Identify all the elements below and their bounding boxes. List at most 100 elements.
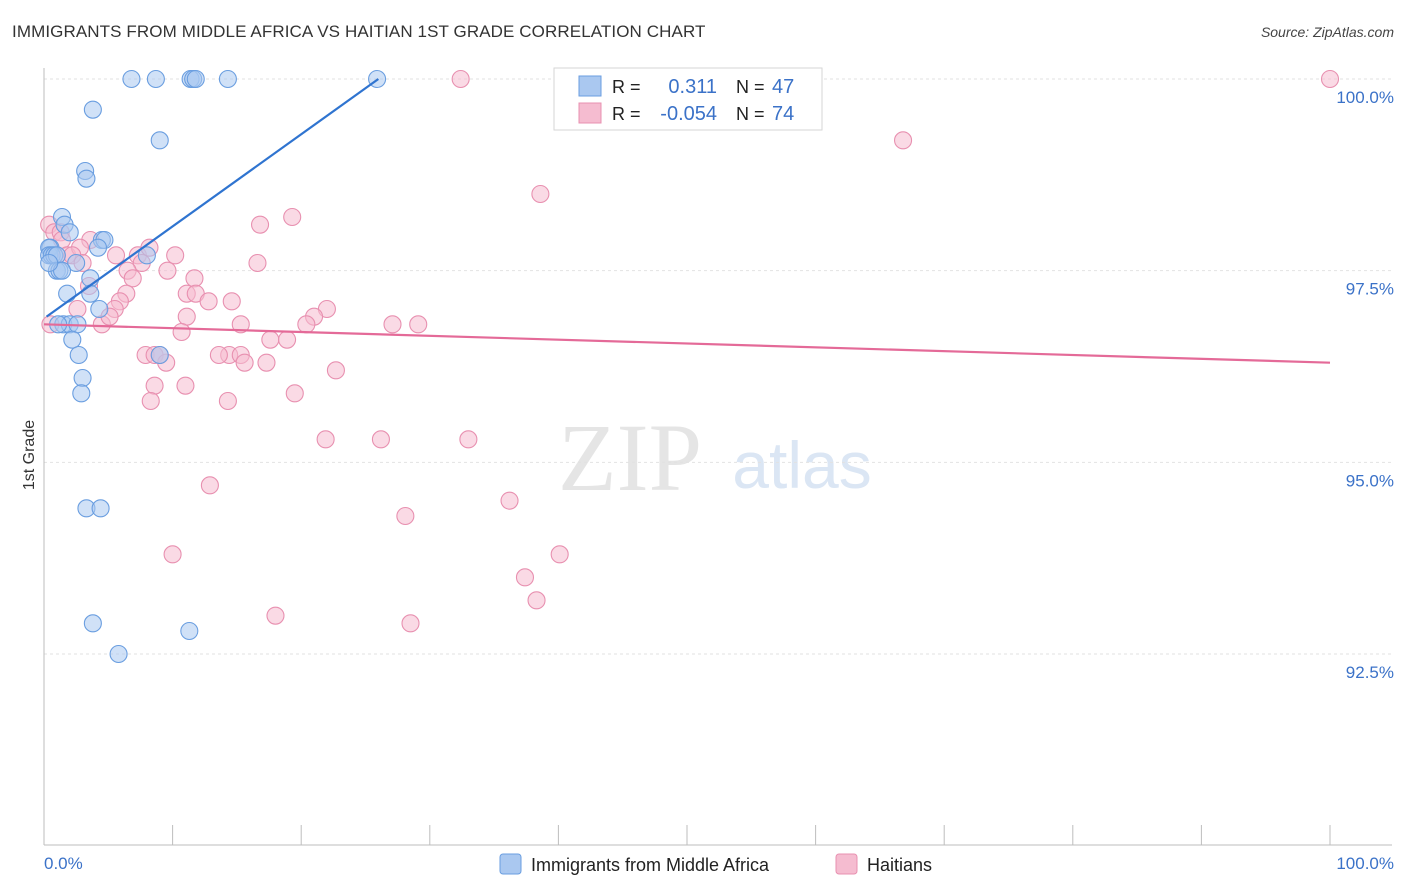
y-tick-label: 92.5%: [1346, 663, 1394, 682]
middle-africa-point[interactable]: [83, 100, 102, 119]
y-tick-labels: 92.5% 95.0% 97.5% 100.0%: [1336, 88, 1394, 682]
middle-africa-trend-line: [45, 78, 380, 318]
chart-title: IMMIGRANTS FROM MIDDLE AFRICA VS HAITIAN…: [12, 22, 706, 41]
middle-africa-point[interactable]: [109, 644, 128, 664]
middle-africa-point[interactable]: [60, 223, 79, 242]
middle-africa-point[interactable]: [150, 345, 169, 365]
haitians-point[interactable]: [231, 315, 250, 334]
haitians-point[interactable]: [326, 361, 345, 380]
haitians-point[interactable]: [401, 614, 420, 633]
series-legend-label-pink[interactable]: Haitians: [867, 855, 932, 875]
legend-n-label-1: N =: [736, 77, 765, 97]
haitians-point[interactable]: [893, 131, 913, 150]
haitians-point[interactable]: [123, 269, 142, 288]
haitians-point[interactable]: [199, 292, 218, 311]
watermark-atlas: atlas: [732, 428, 871, 502]
series-legend: Immigrants from Middle Africa Haitians: [499, 853, 932, 875]
haitians-point[interactable]: [176, 376, 195, 395]
middle-africa-point[interactable]: [73, 368, 92, 388]
middle-africa-point[interactable]: [146, 69, 165, 89]
legend-n-value-2: 74: [772, 103, 794, 125]
haitians-point[interactable]: [266, 606, 285, 625]
middle-africa-point[interactable]: [40, 253, 59, 273]
haitians-point[interactable]: [1320, 69, 1340, 89]
haitians-point[interactable]: [459, 430, 478, 449]
middle-africa-point[interactable]: [77, 169, 96, 188]
x-ticks: [172, 825, 1331, 845]
haitians-point[interactable]: [218, 391, 237, 411]
haitians-point[interactable]: [222, 292, 241, 311]
middle-africa-point[interactable]: [137, 246, 156, 265]
y-tick-label: 95.0%: [1346, 471, 1394, 490]
haitians-point[interactable]: [515, 568, 535, 587]
haitians-point[interactable]: [451, 69, 470, 89]
middle-africa-point[interactable]: [63, 330, 82, 349]
series-legend-swatch-blue[interactable]: [499, 853, 522, 875]
haitians-point[interactable]: [396, 506, 415, 526]
haitians-point[interactable]: [248, 253, 267, 273]
legend-n-label-2: N =: [736, 104, 765, 124]
haitians-point[interactable]: [145, 376, 164, 395]
haitians-point[interactable]: [172, 322, 191, 342]
legend-r-label-1: R =: [612, 77, 641, 97]
trend-lines: [43, 78, 1331, 364]
haitians-point[interactable]: [250, 215, 270, 234]
haitians-point[interactable]: [235, 353, 254, 372]
legend-n-value-1: 47: [772, 76, 794, 98]
haitians-point[interactable]: [527, 591, 546, 610]
x-tick-label-min: 0.0%: [44, 854, 83, 873]
haitians-point[interactable]: [316, 430, 335, 449]
legend-swatch-blue: [578, 75, 602, 97]
x-tick-label-max: 100.0%: [1336, 854, 1394, 873]
middle-africa-point[interactable]: [122, 69, 141, 89]
haitians-point[interactable]: [209, 345, 228, 365]
haitians-point[interactable]: [158, 261, 177, 280]
haitians-point[interactable]: [166, 246, 185, 265]
middle-africa-point[interactable]: [150, 131, 169, 150]
middle-africa-point[interactable]: [180, 621, 199, 641]
haitians-point[interactable]: [68, 299, 87, 319]
middle-africa-point[interactable]: [83, 614, 102, 633]
haitians-point[interactable]: [163, 545, 182, 564]
haitians-point[interactable]: [285, 384, 304, 403]
legend-r-value-1: 0.311: [668, 76, 717, 98]
middle-africa-point[interactable]: [91, 499, 110, 518]
y-tick-label: 100.0%: [1336, 88, 1394, 107]
y-tick-label: 97.5%: [1346, 280, 1394, 299]
haitians-point[interactable]: [371, 430, 390, 449]
haitians-point[interactable]: [383, 315, 402, 334]
haitians-point[interactable]: [550, 545, 569, 564]
haitians-point[interactable]: [297, 315, 316, 334]
haitians-point[interactable]: [409, 315, 428, 334]
haitians-point[interactable]: [141, 391, 160, 411]
haitians-point[interactable]: [531, 184, 550, 204]
haitians-point[interactable]: [500, 491, 519, 510]
middle-africa-point[interactable]: [69, 345, 88, 365]
middle-africa-point[interactable]: [58, 284, 77, 303]
middle-africa-point[interactable]: [67, 253, 86, 273]
haitians-point[interactable]: [257, 353, 276, 372]
haitians-point[interactable]: [200, 476, 219, 495]
watermark-zip: ZIP: [558, 404, 702, 511]
series-legend-swatch-pink[interactable]: [835, 853, 858, 875]
haitians-point[interactable]: [283, 207, 302, 227]
middle-africa-point[interactable]: [186, 69, 205, 89]
middle-africa-point[interactable]: [90, 299, 109, 319]
middle-africa-point[interactable]: [81, 284, 100, 303]
haitians-point[interactable]: [106, 246, 126, 265]
legend-swatch-pink: [578, 102, 602, 124]
haitians-point[interactable]: [185, 269, 204, 288]
middle-africa-point[interactable]: [88, 238, 108, 257]
legend-r-value-2: -0.054: [660, 103, 717, 125]
middle-africa-point[interactable]: [72, 384, 91, 403]
middle-africa-point[interactable]: [218, 69, 237, 89]
haitians-point[interactable]: [261, 330, 280, 349]
series-legend-label-blue[interactable]: Immigrants from Middle Africa: [531, 855, 770, 875]
axes: [43, 68, 1392, 846]
haitians-point[interactable]: [177, 307, 196, 326]
haitians-trend-line: [43, 323, 1331, 364]
y-axis-label: 1st Grade: [21, 420, 38, 490]
source-credit: Source: ZipAtlas.com: [1260, 24, 1394, 40]
correlation-legend: R = 0.311 N = 47 R = -0.054 N = 74: [553, 67, 823, 131]
haitians-point[interactable]: [278, 330, 297, 349]
